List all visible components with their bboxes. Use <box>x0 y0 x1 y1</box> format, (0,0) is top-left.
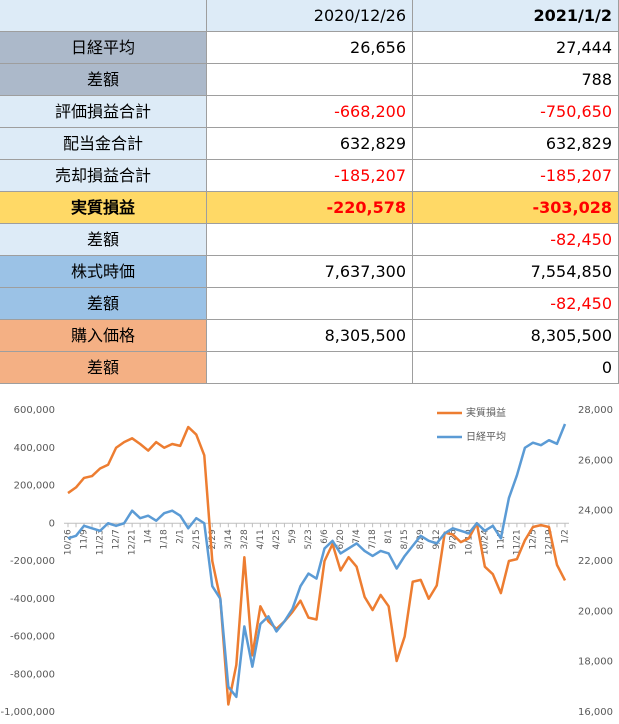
x-tick-label: 1/18 <box>160 529 170 549</box>
x-tick-label: 3/28 <box>240 529 250 549</box>
row-value: 632,829 <box>413 128 619 160</box>
x-tick-label: 1/2 <box>561 529 571 543</box>
row-label: 評価損益合計 <box>0 96 207 128</box>
row-label: 購入価格 <box>0 320 207 352</box>
y-tick-label: -400,000 <box>10 594 55 605</box>
x-tick-label: 2/15 <box>192 529 202 549</box>
x-tick-label: 12/5 <box>528 529 538 549</box>
x-tick-label: 8/15 <box>400 529 410 549</box>
y-tick-label: 600,000 <box>14 405 55 416</box>
x-tick-label: 4/11 <box>256 529 266 549</box>
x-tick-label: 1/4 <box>144 529 154 544</box>
x-tick-label: 10/26 <box>64 529 74 555</box>
header-corner <box>0 0 207 32</box>
row-label: 実質損益 <box>0 192 207 224</box>
row-label: 売却損益合計 <box>0 160 207 192</box>
row-value: -303,028 <box>413 192 619 224</box>
row-value: -220,578 <box>207 192 413 224</box>
y-tick-label: 0 <box>49 518 55 529</box>
row-value: -82,450 <box>413 288 619 320</box>
x-tick-label: 5/9 <box>288 529 298 544</box>
y-tick-label: 200,000 <box>14 481 55 492</box>
y-tick-label: -600,000 <box>10 632 55 643</box>
row-value <box>207 288 413 320</box>
series-line <box>67 425 567 706</box>
row-label: 差額 <box>0 64 207 96</box>
x-tick-label: 5/23 <box>304 529 314 549</box>
x-tick-label: 7/18 <box>368 529 378 549</box>
legend-label: 日経平均 <box>466 430 506 443</box>
chart: -1,000,000 -800,000 -600,000 -400,000 -200,0… <box>0 405 613 718</box>
row-value: 7,554,850 <box>413 256 619 288</box>
x-tick-label: 8/1 <box>384 529 394 543</box>
y-tick-label: -200,000 <box>10 556 55 567</box>
row-value: 7,637,300 <box>207 256 413 288</box>
x-tick-label: 2/1 <box>176 529 186 543</box>
x-tick-label: 6/6 <box>320 529 330 544</box>
x-tick-label: 9/26 <box>448 529 458 549</box>
x-tick-label: 12/19 <box>544 529 554 555</box>
row-value: -668,200 <box>207 96 413 128</box>
row-value: -185,207 <box>207 160 413 192</box>
row-value: 8,305,500 <box>207 320 413 352</box>
x-tick-label: 10/10 <box>464 529 474 555</box>
x-tick-label: 8/29 <box>416 529 426 549</box>
x-tick-label: 10/24 <box>480 529 490 555</box>
row-value <box>207 224 413 256</box>
row-value <box>207 64 413 96</box>
row-value: 0 <box>413 352 619 384</box>
row-value: -185,207 <box>413 160 619 192</box>
row-label: 差額 <box>0 224 207 256</box>
x-tick-label: 4/25 <box>272 529 282 549</box>
y2-tick-label: 20,000 <box>578 606 613 617</box>
y-tick-label: -800,000 <box>10 669 55 680</box>
row-value: -82,450 <box>413 224 619 256</box>
x-tick-label: 12/7 <box>112 529 122 549</box>
row-value: 27,444 <box>413 32 619 64</box>
y2-tick-label: 18,000 <box>578 657 613 668</box>
x-tick-label: 3/14 <box>224 529 234 549</box>
row-label: 差額 <box>0 288 207 320</box>
series-line <box>67 423 567 699</box>
row-value: 788 <box>413 64 619 96</box>
y2-tick-label: 24,000 <box>578 506 613 517</box>
column-header: 2020/12/26 <box>207 0 413 32</box>
row-value: 632,829 <box>207 128 413 160</box>
x-tick-label: 6/20 <box>336 529 346 549</box>
row-label: 配当金合計 <box>0 128 207 160</box>
row-value: -750,650 <box>413 96 619 128</box>
row-label: 株式時価 <box>0 256 207 288</box>
x-tick-label: 7/4 <box>352 529 362 544</box>
row-value: 26,656 <box>207 32 413 64</box>
y-tick-label: 400,000 <box>14 443 55 454</box>
row-label: 差額 <box>0 352 207 384</box>
row-value <box>207 352 413 384</box>
y2-tick-label: 26,000 <box>578 455 613 466</box>
y2-tick-label: 22,000 <box>578 556 613 567</box>
x-tick-label: 11/21 <box>512 529 522 555</box>
x-tick-label: 2/29 <box>208 529 218 549</box>
y2-tick-label: 16,000 <box>578 707 613 718</box>
column-header: 2021/1/2 <box>413 0 619 32</box>
x-tick-label: 12/21 <box>128 529 138 555</box>
legend-label: 実質損益 <box>466 406 506 419</box>
row-value: 8,305,500 <box>413 320 619 352</box>
x-tick-label: 11/23 <box>96 529 106 555</box>
row-label: 日経平均 <box>0 32 207 64</box>
y2-tick-label: 28,000 <box>578 405 613 416</box>
x-tick-label: 11/9 <box>80 529 90 549</box>
table: 2020/12/26 2021/1/2 日経平均 26,656 27,444 差額 788 評… <box>0 0 619 384</box>
x-tick-label: 9/12 <box>432 529 442 549</box>
y-tick-label: -1,000,000 <box>0 707 55 718</box>
